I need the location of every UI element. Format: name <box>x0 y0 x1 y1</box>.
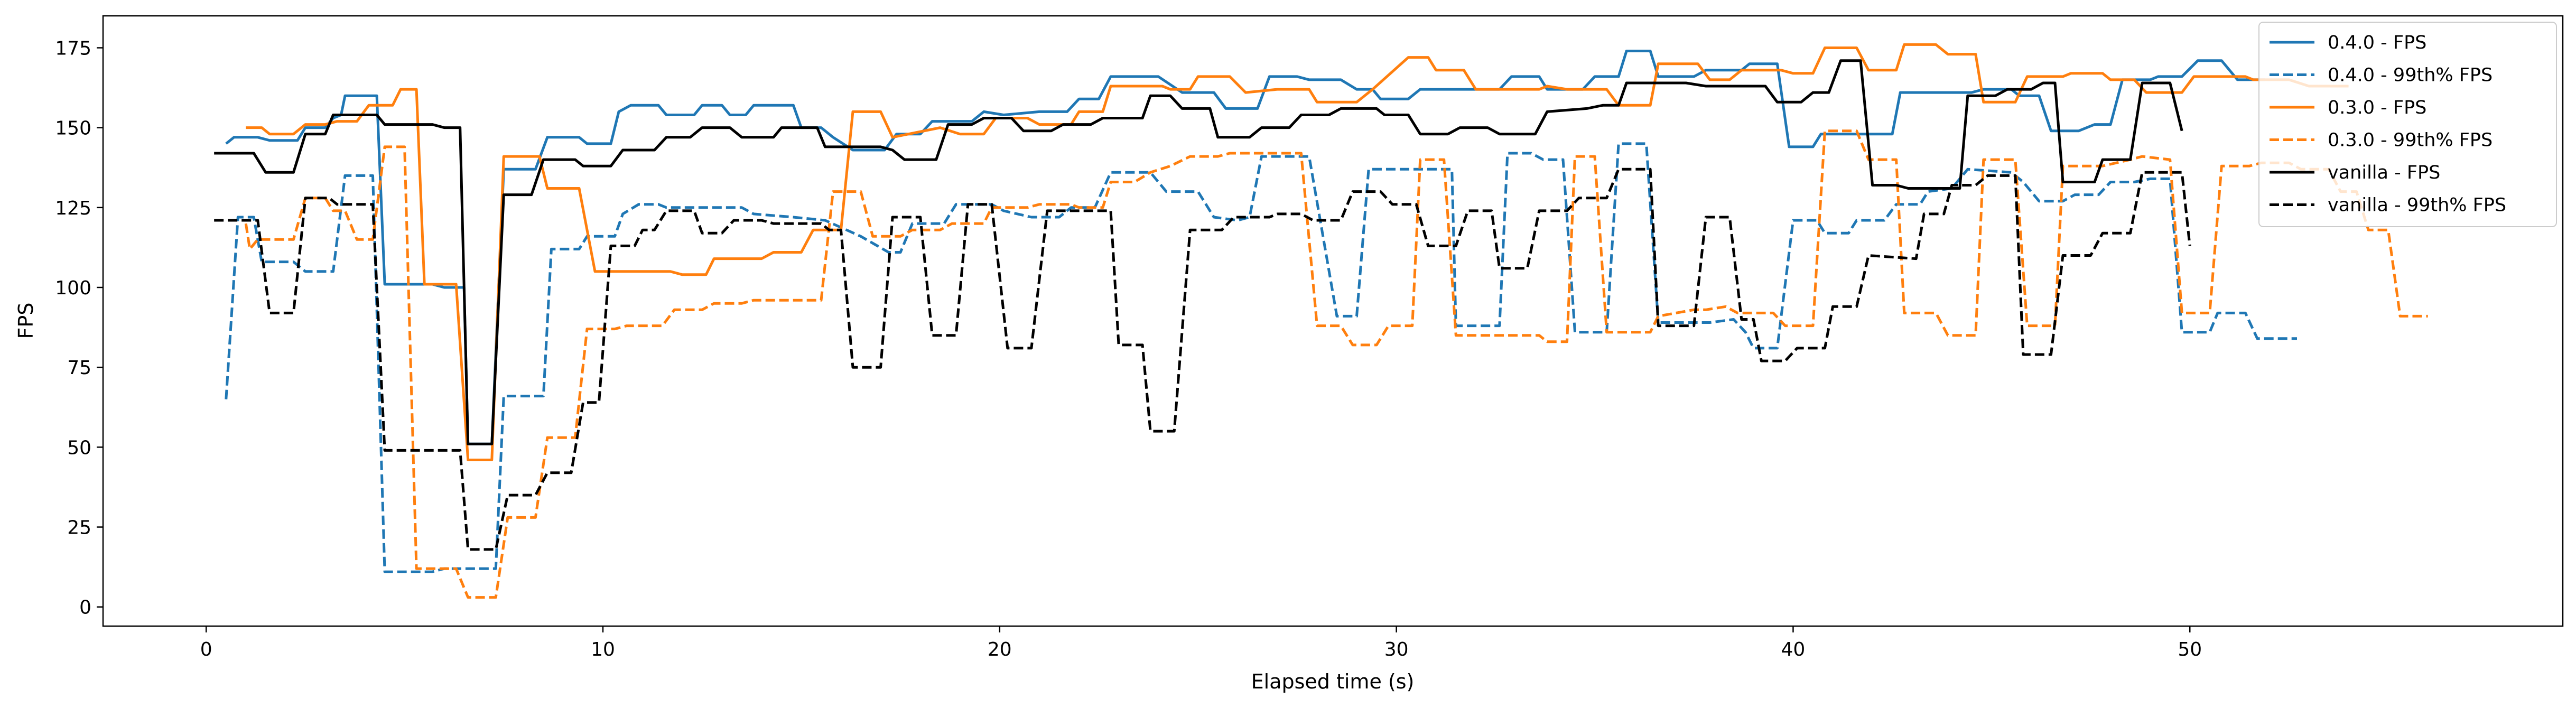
y-axis: 0 25 50 75 100 125 150 175 <box>55 38 103 619</box>
series-layer <box>214 43 2428 599</box>
series-line-0-4-0-99th-fps <box>225 142 2297 573</box>
legend-box <box>2258 22 2557 227</box>
x-tick-label: 50 <box>2178 639 2202 660</box>
y-tick-label: 100 <box>55 277 91 299</box>
legend: 0.4.0 - FPS 0.4.0 - 99th% FPS 0.3.0 - FPS 0… <box>2258 22 2557 227</box>
y-tick-label: 25 <box>67 517 91 539</box>
x-tick-label: 40 <box>1781 639 1806 660</box>
y-tick-label: 0 <box>79 597 91 619</box>
legend-label-0-4-0-99th-fps: 0.4.0 - 99th% FPS <box>2328 65 2493 86</box>
x-axis-label: Elapsed time (s) <box>1251 670 1415 693</box>
series-line-0-3-0-fps <box>246 43 2349 461</box>
series-line-vanilla-fps <box>214 59 2183 445</box>
x-axis: 0 10 20 30 40 50 <box>200 626 2202 660</box>
y-tick-label: 175 <box>55 38 91 59</box>
series-line-0-3-0-99th-fps <box>244 129 2428 599</box>
x-tick-label: 10 <box>591 639 615 660</box>
y-axis-label: FPS <box>14 303 38 339</box>
y-tick-label: 125 <box>55 198 91 219</box>
legend-label-0-3-0-99th-fps: 0.3.0 - 99th% FPS <box>2328 130 2493 151</box>
y-tick-label: 75 <box>67 357 91 379</box>
y-tick-label: 50 <box>67 437 91 459</box>
legend-label-vanilla-fps: vanilla - FPS <box>2328 162 2440 183</box>
series-line-0-4-0-fps <box>225 50 2265 445</box>
legend-label-0-3-0-fps: 0.3.0 - FPS <box>2328 97 2426 118</box>
legend-label-0-4-0-fps: 0.4.0 - FPS <box>2328 32 2426 53</box>
y-tick-label: 150 <box>55 118 91 139</box>
x-tick-label: 0 <box>200 639 212 660</box>
x-tick-label: 30 <box>1384 639 1409 660</box>
legend-label-vanilla-99th-fps: vanilla - 99th% FPS <box>2328 195 2506 216</box>
plot-frame <box>102 15 2564 627</box>
series-line-vanilla-99th-fps <box>214 167 2191 551</box>
x-tick-label: 20 <box>988 639 1012 660</box>
